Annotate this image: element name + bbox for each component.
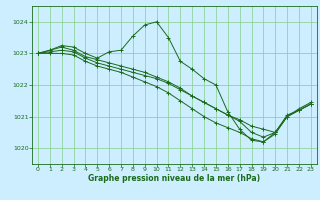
X-axis label: Graphe pression niveau de la mer (hPa): Graphe pression niveau de la mer (hPa) — [88, 174, 260, 183]
